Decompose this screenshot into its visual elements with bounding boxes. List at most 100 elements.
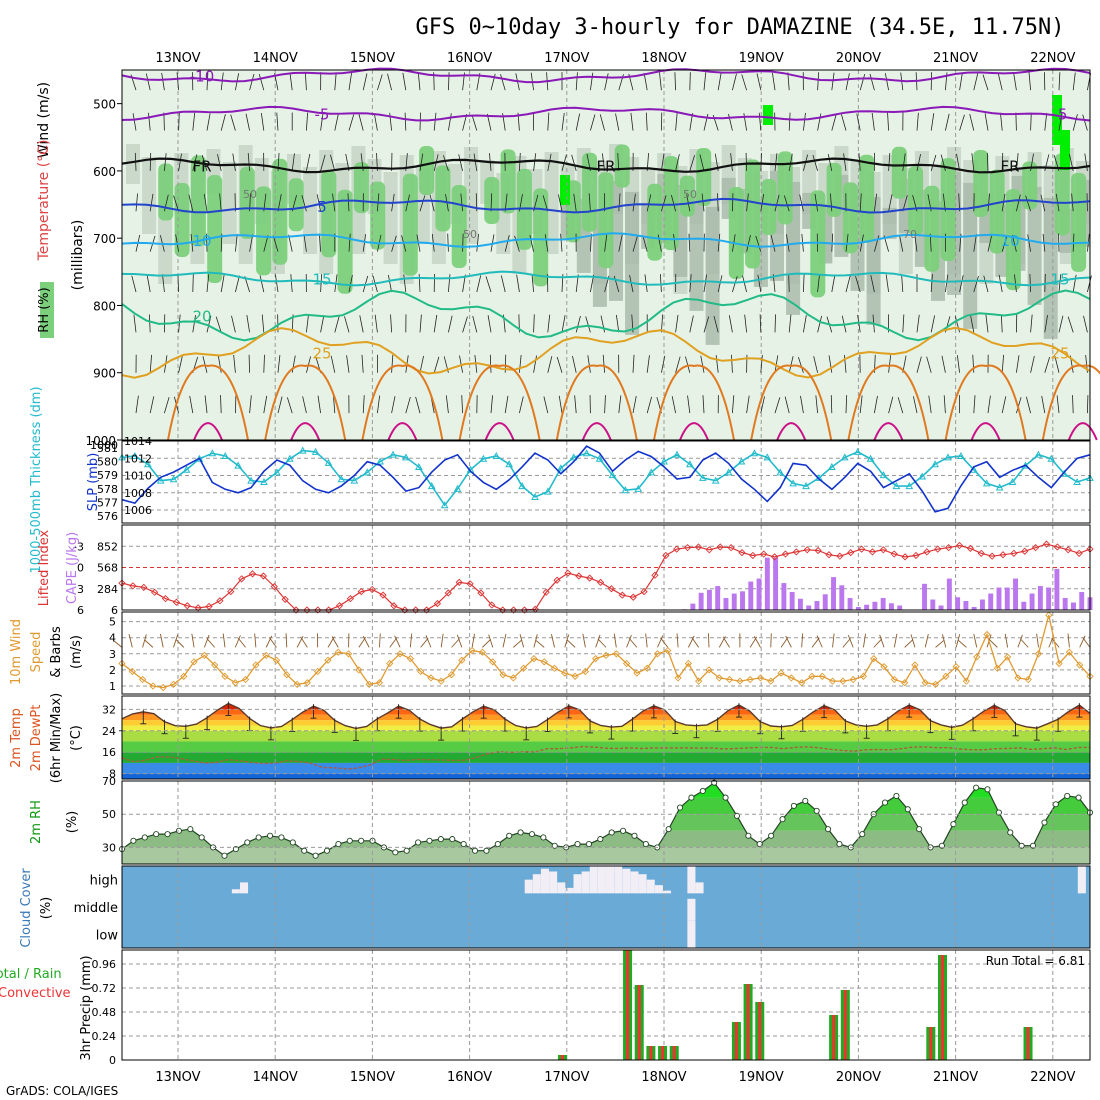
wind10m-point bbox=[365, 680, 373, 688]
wind-barb bbox=[615, 113, 620, 131]
cape-tick-label: 852 bbox=[97, 540, 118, 553]
wind-barb bbox=[461, 395, 463, 414]
cape-bar bbox=[1062, 598, 1068, 610]
wind-barb bbox=[959, 114, 965, 131]
wind-barb bbox=[1030, 112, 1032, 131]
wind-barb bbox=[659, 72, 662, 91]
li-point bbox=[868, 548, 877, 556]
wind-barb bbox=[970, 315, 975, 333]
thickness-point bbox=[350, 476, 359, 484]
wind-barb bbox=[588, 193, 591, 212]
wind-barb bbox=[774, 314, 776, 333]
wind-barb bbox=[320, 315, 325, 333]
precip-conv-bar bbox=[637, 985, 641, 1060]
wind10m-point bbox=[458, 656, 466, 664]
wind10m-barb bbox=[471, 633, 475, 648]
wind-barb bbox=[744, 314, 747, 333]
wind10m-point bbox=[592, 654, 600, 663]
date-label-top: 21NOV bbox=[933, 51, 978, 66]
cape-bar bbox=[748, 581, 754, 610]
wind-barb bbox=[248, 354, 250, 373]
wind-barb bbox=[928, 395, 932, 414]
wind10m-barb bbox=[451, 638, 460, 648]
rh-shade-green bbox=[419, 146, 435, 196]
wind-barb bbox=[415, 396, 421, 414]
wind10m-tick-label: 1 bbox=[109, 680, 116, 693]
thickness-point bbox=[750, 449, 759, 457]
wind10m-point bbox=[581, 667, 590, 676]
wind10m-barb bbox=[502, 633, 507, 648]
wind10m-barb bbox=[175, 638, 185, 648]
li-point bbox=[205, 602, 213, 611]
rh-shade-green bbox=[337, 189, 353, 294]
li-point bbox=[651, 571, 659, 579]
li-point bbox=[1010, 549, 1018, 557]
wind10m-tick-label: 2 bbox=[109, 664, 116, 677]
wind-barb bbox=[717, 233, 721, 252]
wind-barb bbox=[856, 113, 861, 131]
wind10m-barb bbox=[394, 635, 401, 648]
wind10m-point bbox=[622, 659, 631, 668]
li-point bbox=[303, 606, 311, 614]
wind-barb bbox=[888, 355, 892, 373]
wind-barb bbox=[657, 234, 662, 252]
wind-barb bbox=[632, 354, 635, 373]
li-point bbox=[825, 551, 833, 559]
rh-point bbox=[984, 786, 991, 793]
wind-barb bbox=[558, 194, 563, 212]
wind-barb bbox=[302, 396, 307, 414]
cape-ylabel: CAPE (J/kg) bbox=[65, 532, 80, 604]
wind-barb bbox=[615, 314, 620, 333]
li-point bbox=[433, 599, 442, 608]
wind10m-point bbox=[756, 674, 765, 682]
wind10m-barb bbox=[113, 640, 123, 648]
wind10m-point bbox=[262, 651, 270, 660]
wind-barb bbox=[304, 72, 307, 91]
wind-barb bbox=[472, 315, 478, 333]
wind10m-point bbox=[664, 646, 672, 655]
wind-barb bbox=[731, 354, 733, 373]
rh2m-frame bbox=[121, 780, 1091, 865]
wind-barb bbox=[916, 112, 919, 131]
wind10m-ylabel-4: (m/s) bbox=[69, 635, 84, 669]
rh-shade-bright bbox=[763, 105, 773, 125]
rh-point bbox=[859, 831, 866, 838]
precip-conv-bar bbox=[560, 1055, 564, 1060]
cloud-bar-high bbox=[1077, 866, 1086, 894]
wind10m-barb bbox=[409, 633, 413, 648]
li-point bbox=[966, 544, 974, 553]
wind-barb bbox=[644, 274, 648, 293]
wind-barb bbox=[445, 395, 449, 414]
thickness-point bbox=[389, 450, 397, 458]
li-point bbox=[477, 589, 485, 597]
wind-barb bbox=[189, 395, 194, 414]
wind-barb bbox=[334, 113, 339, 131]
li-point bbox=[814, 546, 822, 555]
temp2m-frame bbox=[121, 695, 1091, 780]
wind10m-barb bbox=[300, 636, 308, 648]
hottest-contour bbox=[1067, 422, 1098, 441]
wind-barb bbox=[460, 193, 463, 212]
wind-barb bbox=[617, 152, 620, 171]
rh-band bbox=[122, 847, 1090, 864]
wind-barb bbox=[774, 355, 779, 373]
wind10m-barb bbox=[893, 633, 898, 648]
wind-barb bbox=[235, 275, 240, 293]
wind-barb bbox=[220, 395, 222, 414]
rh-point bbox=[585, 841, 592, 848]
wind-barb bbox=[799, 194, 804, 212]
temp-band bbox=[122, 741, 1090, 753]
thickness-tick-label: 580 bbox=[97, 456, 118, 469]
precip-conv-bar bbox=[940, 955, 944, 1060]
wind-barb bbox=[585, 316, 591, 333]
wind-barb bbox=[901, 274, 904, 293]
rh-shade-dark bbox=[625, 191, 640, 335]
wind-barb bbox=[219, 193, 222, 212]
rh-point bbox=[460, 841, 467, 848]
cloud-bar-high bbox=[606, 866, 615, 894]
temp-tick-label: 32 bbox=[102, 703, 116, 716]
rh-point bbox=[973, 784, 980, 791]
wind-barb bbox=[575, 113, 581, 131]
wind10m-barb bbox=[847, 634, 854, 648]
wind10m-barb bbox=[595, 634, 601, 648]
